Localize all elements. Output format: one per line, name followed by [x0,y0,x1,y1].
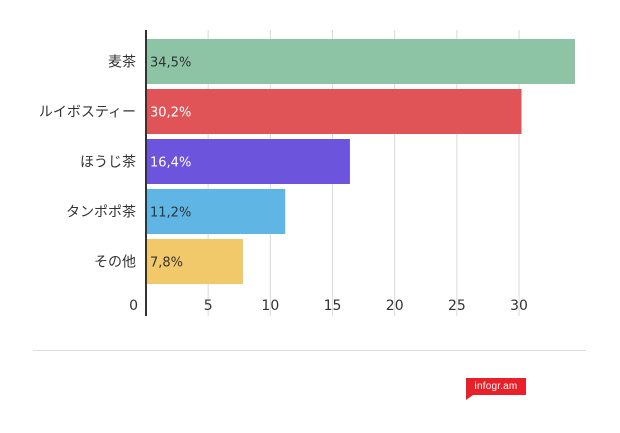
category-label: ルイボスティー [39,105,136,121]
x-tick-label: 30 [510,298,528,314]
category-label: タンポポ茶 [66,205,136,221]
x-tick-label: 15 [324,298,342,314]
footer-divider [33,350,586,351]
category-label: ほうじ茶 [80,155,136,171]
x-tick-label: 25 [448,298,466,314]
x-tick-label: 20 [386,298,404,314]
bar[interactable] [146,39,575,84]
bar[interactable] [146,239,243,284]
bar-value-label: 34,5% [150,56,191,71]
bar-value-label: 30,2% [150,106,191,121]
bar-value-label: 16,4% [150,156,191,171]
category-label: 麦茶 [108,55,136,71]
x-tick-label: 10 [261,298,279,314]
bars: 34,5% 30,2% 16,4% 11,2% 7,8% [146,39,575,284]
bar[interactable] [146,139,350,184]
infogram-brand-badge[interactable]: infogr.am [466,378,526,400]
bar-value-label: 11,2% [150,206,191,221]
category-label: その他 [94,255,136,271]
bar-value-label: 7,8% [150,256,183,271]
bar[interactable] [146,89,522,134]
x-tick-label: 0 [129,298,138,314]
x-tick-labels: 0 5 10 15 20 25 30 [129,298,528,314]
bar[interactable] [146,189,286,234]
x-tick-label: 5 [204,298,213,314]
